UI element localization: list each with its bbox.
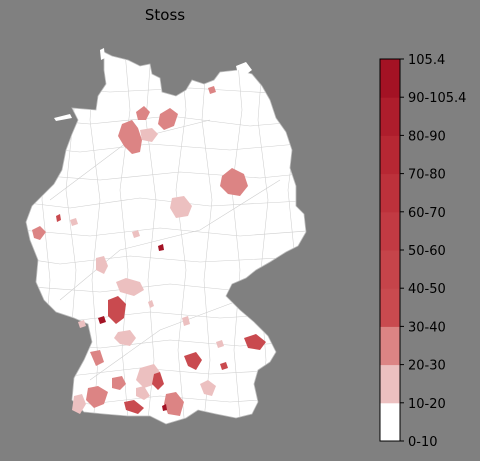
colorbar-segment-80-90 (380, 97, 400, 136)
district-brandenburg-south (220, 168, 248, 196)
district-mecklenburg (208, 86, 216, 94)
colorbar-segment-0-10 (380, 402, 400, 442)
colorbar-tick-label: 50-60 (408, 244, 446, 259)
district-bremen (136, 106, 150, 120)
district-rhine-main (116, 278, 144, 296)
island-north-frisian (100, 48, 105, 60)
district-lueneburg (140, 128, 158, 142)
district-saxony-anhalt (170, 196, 192, 218)
district-kempten (164, 392, 184, 416)
district-palatinate-small (98, 316, 106, 324)
district-bavaria-north (148, 300, 154, 308)
colorbar-tick-label: 0-10 (408, 435, 438, 450)
colorbar-segment-30-40 (380, 288, 400, 327)
district-aachen (32, 226, 46, 240)
district-passau (244, 334, 266, 350)
colorbar-tick-label: 105.4 (408, 53, 445, 68)
district-stuttgart-west (90, 350, 104, 366)
colored-districts (32, 86, 266, 416)
map-title: Stoss (144, 6, 186, 24)
district-munich-east (220, 362, 228, 370)
district-hesse-south (96, 256, 108, 274)
colorbar-segment-20-30 (380, 326, 400, 366)
district-breisgau (72, 394, 86, 414)
colorbar-tick-label: 40-50 (408, 282, 446, 297)
district-swabia (136, 386, 150, 400)
colorbar-segment-60-70 (380, 173, 400, 213)
district-hesse-small (132, 230, 140, 238)
district-augsburg (152, 372, 164, 390)
district-oberallgaeu-small (162, 404, 167, 411)
district-pfalz-west (78, 320, 86, 328)
district-hamburg-area (158, 108, 178, 130)
colorbar-segment-10-20 (380, 364, 400, 404)
colorbar-segments (380, 59, 400, 442)
colorbar-tick-label: 30-40 (408, 320, 446, 335)
colorbar-tick-label: 90-105.4 (408, 91, 466, 106)
island-east-frisian (54, 114, 72, 121)
district-ingolstadt (184, 352, 202, 370)
district-tuebingen (112, 376, 126, 390)
district-franconia (182, 316, 190, 326)
colorbar-tick-label: 20-30 (408, 359, 446, 374)
colorbar-segment-70-80 (380, 135, 400, 175)
district-karlsruhe (114, 330, 136, 346)
district-lake-constance (124, 400, 144, 414)
district-nrw-small-2 (70, 218, 78, 226)
colorbar-tick-label: 70-80 (408, 168, 446, 183)
island-ruegen (236, 62, 252, 76)
district-nrw-small-1 (56, 214, 61, 222)
district-rosenheim (200, 380, 216, 396)
district-lower-saxony-west (118, 120, 142, 154)
colorbar-ticks: 0-10 10-20 20-30 30-40 40-50 50-60 60-70 70-80 8… (400, 53, 466, 450)
colorbar-tick-label: 10-20 (408, 397, 446, 412)
district-regensburg (216, 340, 224, 348)
colorbar-tick-label: 80-90 (408, 129, 446, 144)
colorbar-segment-50-60 (380, 211, 400, 251)
district-thuringia-small (158, 244, 164, 251)
colorbar-segment-90-105.4 (380, 59, 400, 98)
district-rhine-neckar (108, 296, 126, 324)
district-freiburg-area (86, 386, 108, 408)
colorbar-tick-label: 60-70 (408, 206, 446, 221)
colorbar-segment-40-50 (380, 250, 400, 289)
